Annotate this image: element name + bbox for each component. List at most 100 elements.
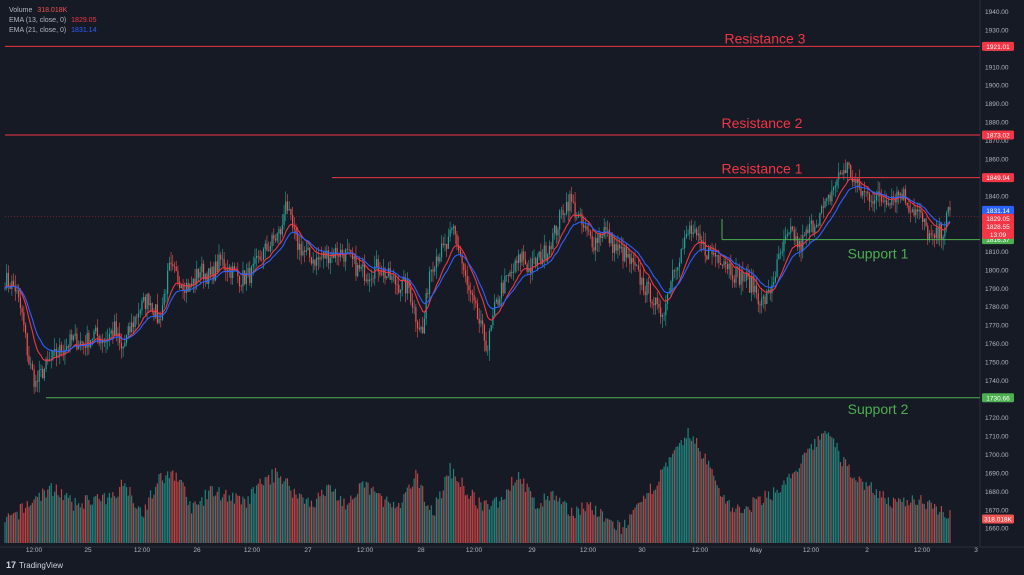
- legend-ema13[interactable]: EMA (13, close, 0) 1829.05: [9, 16, 96, 26]
- volume-bar: [30, 505, 32, 543]
- candle-body: [817, 224, 819, 226]
- volume-bar: [322, 494, 325, 543]
- candle-body: [868, 193, 871, 202]
- candle-body: [747, 273, 749, 277]
- volume-bar: [12, 513, 15, 543]
- candle-body: [191, 283, 193, 286]
- volume-bar: [220, 500, 222, 543]
- candle-body: [288, 209, 290, 211]
- candle-body: [416, 322, 419, 329]
- volume-bar: [838, 450, 840, 543]
- candle-body: [471, 293, 473, 296]
- candle-body: [750, 276, 753, 293]
- volume-bar: [302, 497, 304, 543]
- volume-bar: [581, 502, 583, 543]
- candle-body: [483, 324, 485, 341]
- volume-bar: [115, 498, 117, 543]
- tradingview-brand[interactable]: 17 TradingView: [6, 560, 63, 570]
- volume-bar: [913, 499, 915, 543]
- volume-bar: [351, 499, 354, 543]
- volume-bar: [38, 492, 40, 543]
- volume-bar: [584, 511, 586, 543]
- candle-body: [271, 234, 273, 247]
- candle-body: [731, 275, 734, 280]
- volume-bar: [494, 498, 496, 543]
- ema21-line: [4, 185, 951, 353]
- candle-body: [937, 227, 939, 239]
- volume-bar: [901, 501, 903, 543]
- candle-body: [598, 234, 600, 243]
- candle-body: [112, 330, 114, 336]
- candle-body: [141, 300, 143, 311]
- candle-body: [341, 249, 343, 255]
- volume-bar: [795, 470, 797, 543]
- candle-body: [45, 359, 47, 369]
- candle-body: [863, 191, 866, 193]
- volume-bar: [175, 472, 177, 543]
- legend-ema21[interactable]: EMA (21, close, 0) 1831.14: [9, 26, 96, 36]
- price-tag: [982, 205, 1014, 215]
- volume-bar: [942, 512, 944, 543]
- volume-bar: [21, 503, 23, 543]
- volume-bar: [64, 495, 66, 543]
- volume-bar: [83, 508, 85, 543]
- candle-body: [454, 226, 456, 235]
- volume-bar: [788, 473, 790, 543]
- legend-volume[interactable]: Volume 318.018K: [9, 6, 96, 16]
- volume-bar: [66, 492, 68, 543]
- candle-body: [932, 234, 934, 236]
- candle-body: [23, 312, 25, 325]
- candle-body: [797, 236, 799, 248]
- volume-bar: [156, 483, 158, 543]
- volume-bar: [218, 487, 220, 543]
- candle-body: [834, 185, 836, 188]
- volume-bar: [574, 518, 576, 543]
- level-label: Support 1: [848, 246, 909, 262]
- candle-body: [254, 258, 256, 264]
- volume-bar: [829, 436, 831, 543]
- volume-bar: [209, 486, 212, 543]
- candle-body: [737, 268, 739, 269]
- volume-bar: [692, 436, 694, 543]
- volume-bar: [161, 480, 164, 543]
- candle-body: [158, 319, 160, 323]
- volume-bar: [69, 495, 71, 543]
- volume-bar: [682, 445, 684, 543]
- candle-body: [209, 268, 212, 275]
- volume-bar: [6, 516, 8, 543]
- price-tick-label: 1940.00: [985, 9, 1009, 16]
- candle-body: [220, 254, 222, 260]
- volume-bar: [653, 490, 655, 543]
- volume-bar: [925, 508, 927, 543]
- candle-body: [933, 234, 936, 238]
- candle-body: [646, 281, 648, 296]
- volume-bar: [261, 483, 263, 543]
- price-tick-label: 1840.00: [985, 193, 1009, 200]
- volume-bar: [743, 509, 746, 543]
- volume-bar: [725, 503, 727, 543]
- volume-bar: [131, 495, 133, 543]
- candle-body: [165, 293, 167, 295]
- candle-body: [918, 209, 920, 212]
- volume-bar: [521, 483, 523, 543]
- candle-body: [908, 205, 910, 213]
- candle-body: [846, 162, 848, 173]
- candle-body: [617, 244, 619, 251]
- candle-body: [446, 244, 448, 249]
- candle-body: [538, 251, 540, 258]
- candle-body: [684, 237, 686, 249]
- time-tick-label: 12:00: [466, 547, 483, 554]
- volume-bar: [935, 506, 937, 543]
- candle-body: [927, 225, 929, 240]
- candle-body: [136, 316, 138, 318]
- volume-bar: [519, 479, 521, 543]
- candle-body: [874, 200, 876, 204]
- volume-bar: [579, 514, 581, 543]
- volume-bar: [107, 497, 109, 543]
- candle-body: [463, 263, 465, 271]
- volume-bar: [516, 479, 518, 543]
- volume-bar: [4, 522, 6, 543]
- candle-body: [31, 363, 33, 370]
- price-tick-label: 1930.00: [985, 27, 1009, 34]
